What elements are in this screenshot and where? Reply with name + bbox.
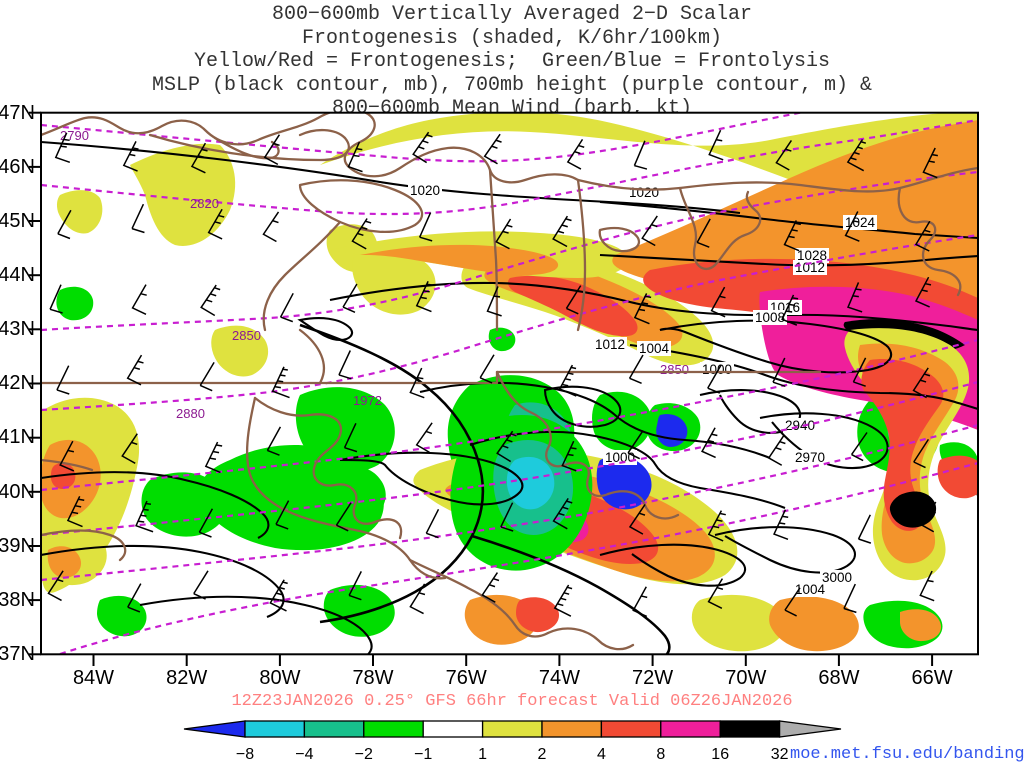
svg-text:2850: 2850: [660, 362, 689, 377]
svg-text:72W: 72W: [632, 667, 673, 689]
svg-text:84W: 84W: [73, 667, 114, 689]
svg-text:1004: 1004: [639, 341, 670, 356]
svg-text:45N: 45N: [0, 210, 35, 232]
svg-text:1008: 1008: [755, 310, 785, 325]
svg-text:1012: 1012: [595, 337, 625, 352]
svg-text:74W: 74W: [539, 667, 580, 689]
svg-text:2850: 2850: [232, 328, 261, 343]
svg-text:68W: 68W: [818, 667, 859, 689]
svg-text:44N: 44N: [0, 264, 35, 286]
svg-text:1020: 1020: [629, 185, 659, 200]
svg-text:82W: 82W: [166, 667, 207, 689]
svg-text:38N: 38N: [0, 589, 35, 611]
svg-text:39N: 39N: [0, 535, 35, 557]
svg-text:2790: 2790: [60, 128, 89, 143]
svg-text:66W: 66W: [912, 667, 953, 689]
svg-text:42N: 42N: [0, 372, 35, 394]
svg-text:2970: 2970: [795, 450, 825, 465]
svg-text:78W: 78W: [352, 667, 393, 689]
svg-text:1000: 1000: [702, 362, 732, 377]
svg-text:2940: 2940: [785, 418, 815, 433]
svg-text:47N: 47N: [0, 102, 35, 124]
svg-text:76W: 76W: [446, 667, 487, 689]
svg-text:1972: 1972: [353, 393, 382, 408]
svg-text:70W: 70W: [725, 667, 766, 689]
svg-text:46N: 46N: [0, 156, 35, 178]
svg-text:40N: 40N: [0, 481, 35, 503]
svg-text:37N: 37N: [0, 643, 35, 665]
svg-text:41N: 41N: [0, 426, 35, 448]
svg-text:43N: 43N: [0, 318, 35, 340]
svg-text:2880: 2880: [176, 406, 205, 421]
svg-text:2820: 2820: [190, 196, 219, 211]
svg-text:80W: 80W: [259, 667, 300, 689]
svg-text:1020: 1020: [410, 183, 440, 198]
